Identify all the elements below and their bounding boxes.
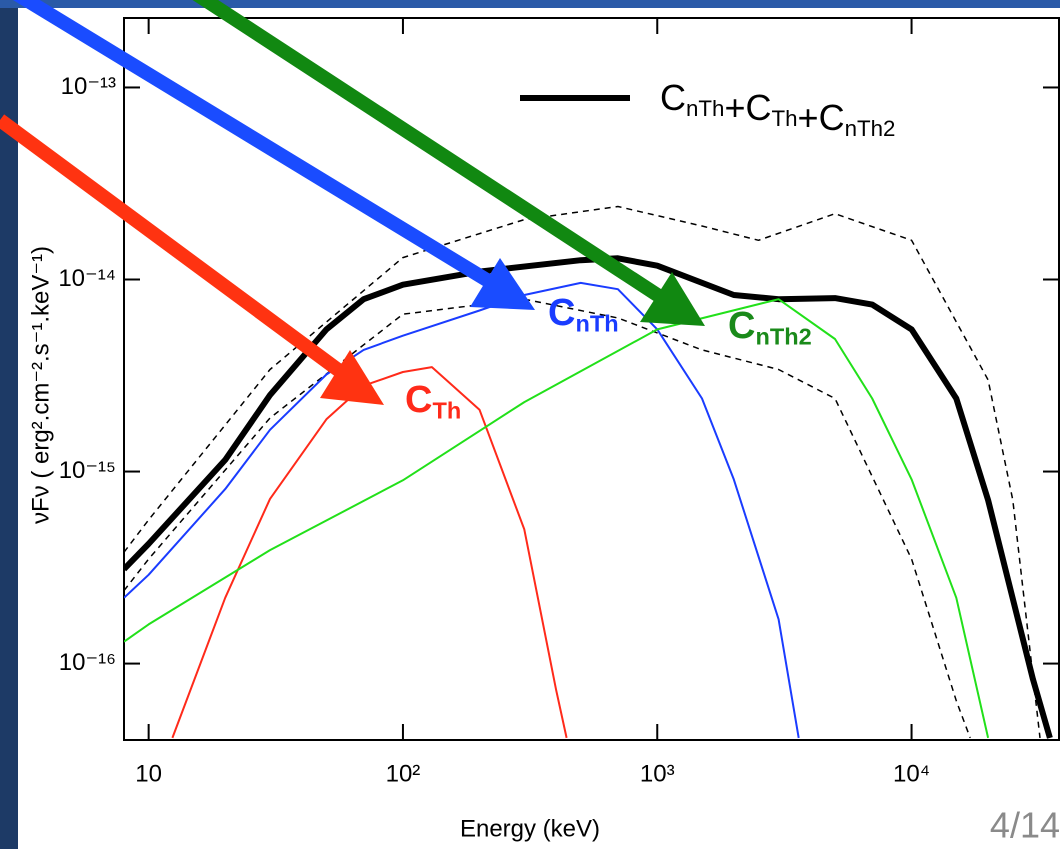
subscript: Th: [771, 106, 797, 131]
text-part: C: [660, 77, 686, 118]
arrow-shaft: [192, 0, 669, 306]
subscript: nTh: [575, 311, 618, 337]
series-line: [124, 298, 971, 739]
arrow-head: [320, 350, 384, 405]
arrow-shaft: [0, 114, 350, 381]
axes: 10 10² 10³ 10⁴ 10⁻¹⁶ 10⁻¹⁵ 10⁻¹⁴ 10⁻¹³: [58, 18, 1059, 787]
y-tick-label: 10⁻¹⁶: [59, 649, 116, 676]
annotation: CTh: [405, 379, 461, 424]
arrow-head: [640, 272, 705, 326]
x-axis-label: Energy (keV): [460, 815, 600, 842]
subscript: Th: [432, 398, 461, 424]
y-tick-label: 10⁻¹⁵: [59, 457, 116, 484]
y-axis-label: νFν ( erg².cm⁻².s⁻¹.keV⁻¹): [27, 246, 54, 524]
annotation: CnTh2: [728, 305, 812, 350]
x-tick-label: 10⁴: [893, 760, 930, 787]
text-part: C: [728, 305, 755, 347]
x-tick-label: 10²: [386, 760, 421, 787]
text-part: +: [798, 97, 819, 138]
y-tick-label: 10⁻¹⁴: [58, 265, 116, 292]
arrows: [0, 0, 705, 405]
subscript: nTh: [686, 96, 724, 121]
text-part: C: [405, 379, 432, 421]
annotation: CnTh: [548, 292, 619, 337]
series-line: [124, 255, 1053, 739]
series-line: [124, 298, 990, 739]
legend-label: CnTh+CTh+CnTh2: [660, 77, 895, 142]
arrow-head: [470, 258, 535, 310]
x-tick-label: 10³: [640, 760, 675, 787]
series-line: [124, 205, 1041, 738]
y-tick-label: 10⁻¹³: [61, 73, 116, 100]
subscript: nTh2: [845, 116, 896, 141]
page-number: 4/14: [990, 805, 1060, 846]
text-part: +: [724, 87, 745, 128]
text-part: C: [548, 292, 575, 334]
series-line: [171, 366, 568, 739]
arrow-shaft: [12, 0, 499, 291]
text-part: C: [745, 87, 771, 128]
plot-frame: [123, 17, 1060, 741]
subscript: nTh2: [755, 324, 811, 350]
text-part: C: [819, 97, 845, 138]
x-tick-label: 10: [135, 760, 162, 787]
slide-strip: [0, 0, 18, 849]
slide-band: [0, 0, 1060, 8]
